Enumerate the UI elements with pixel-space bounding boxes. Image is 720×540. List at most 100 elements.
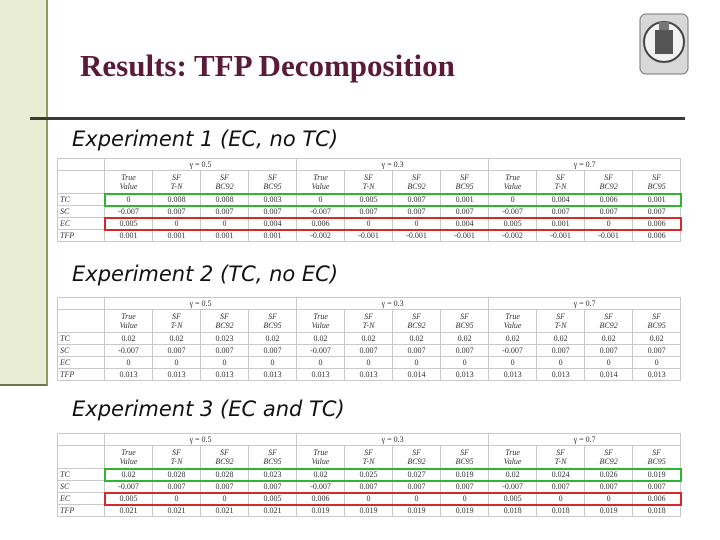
cell: 0.007 [440,205,490,218]
column-header: SF BC95 [247,309,298,333]
cell: 0.021 [152,504,201,517]
column-header: True Value [296,170,346,194]
cell: 0.025 [344,468,394,481]
cell: 0.001 [536,217,586,230]
cell: 0.02 [247,332,298,345]
cell: 0.019 [344,504,394,517]
data-row: TC 0 0.008 0.008 0.003 0 0.005 0.007 0.001 0 0.004… [57,193,682,206]
experiment-label: Experiment 3 (EC and TC) [72,397,345,421]
cell: 0 [344,217,394,230]
cell: 0.019 [440,468,490,481]
column-header-line: SF [412,448,421,457]
cell: 0 [296,193,346,206]
data-row: EC 0.005 0 0 0.005 0.006 0 0 0 0.005 0 0 0.006 [57,492,682,505]
column-header: SF BC95 [632,170,682,194]
cell: 0.007 [344,344,394,357]
cell: 0 [392,217,442,230]
column-header: SF BC95 [632,309,682,333]
title-rule [30,117,685,120]
cell: 0.014 [584,368,634,381]
column-header: SF T-N [152,170,201,194]
data-row: SC -0.007 0.007 0.007 0.007 -0.007 0.007 0.007 0… [57,480,682,493]
cell: 0.001 [152,229,201,242]
cell: 0.02 [296,468,346,481]
group-header: γ = 0.7 [488,158,682,171]
column-header-line: True [505,173,520,182]
cell: 0.013 [344,368,394,381]
cell: 0.007 [344,480,394,493]
column-header-line: BC95 [263,457,282,466]
cell: 0.007 [536,344,586,357]
cell: 0.007 [392,193,442,206]
column-header-line: SF [220,312,229,321]
column-header-line: BC92 [599,182,618,191]
column-header-line: BC95 [647,182,666,191]
cell: 0 [200,356,249,369]
column-header-line: BC92 [407,321,426,330]
cell: 0.007 [392,344,442,357]
cell: 0.02 [344,332,394,345]
column-header-line: SF [220,173,229,182]
column-header: SF T-N [344,170,394,194]
data-row: TFP 0.021 0.021 0.021 0.021 0.019 0.019 0.019 0.… [57,504,682,517]
experiment-label: Experiment 1 (EC, no TC) [72,127,339,151]
cell: 0.013 [536,368,586,381]
cell: 0 [632,356,682,369]
row-label: SC [57,205,105,218]
cell: 0.007 [247,480,298,493]
row-label: SC [57,480,105,493]
cell: 0 [296,356,346,369]
cell: 0.001 [200,229,249,242]
cell: -0.007 [488,205,538,218]
column-header: SF BC95 [440,170,490,194]
cell: 0.013 [440,368,490,381]
group-row: γ = 0.5 γ = 0.3 γ = 0.7 [57,297,682,310]
column-header-line: SF [556,448,566,457]
column-header: SF BC92 [584,445,634,469]
cell: 0.024 [536,468,586,481]
cell: 0.013 [247,368,298,381]
column-header-line: True [505,312,520,321]
cell: 0.028 [152,468,201,481]
cell: 0.02 [296,332,346,345]
cell: 0.019 [440,504,490,517]
column-header-line: BC95 [455,457,474,466]
cell: 0 [536,492,586,505]
column-header-line: SF [460,312,470,321]
column-header: True Value [104,445,153,469]
row-label: SC [57,344,105,357]
sidebar [0,0,48,386]
cell: 0.005 [104,217,153,230]
column-header-line: SF [460,173,470,182]
cell: 0.006 [296,492,346,505]
column-header-line: True [121,173,136,182]
cell: 0.007 [392,205,442,218]
cell: 0.007 [152,480,201,493]
column-header-line: T-N [362,321,375,330]
cell: 0.007 [584,480,634,493]
cell: 0.007 [536,480,586,493]
column-header-line: True [313,448,328,457]
cell: 0.005 [344,193,394,206]
cell: -0.007 [104,205,153,218]
cell: 0.007 [440,344,490,357]
group-header: γ = 0.5 [103,297,298,310]
cell: 0.013 [296,368,346,381]
column-header-line: SF [604,448,614,457]
column-header: True Value [296,445,346,469]
column-header-line: SF [364,312,373,321]
column-header-line: Value [311,182,330,191]
column-header-line: SF [268,173,277,182]
column-header: SF T-N [536,170,586,194]
column-header-line: T-N [362,457,375,466]
cell: 0.007 [152,344,201,357]
data-row: EC 0 0 0 0 0 0 0 0 0 0 0 0 [57,356,682,369]
data-row: TFP 0.013 0.013 0.013 0.013 0.013 0.013 0.014 0.… [57,368,682,381]
cell: 0 [344,356,394,369]
cell: 0.001 [247,229,298,242]
column-header: True Value [488,170,538,194]
cell: 0.005 [488,217,538,230]
column-header-line: SF [460,448,470,457]
cell: 0.007 [632,344,682,357]
row-label: EC [57,492,105,505]
